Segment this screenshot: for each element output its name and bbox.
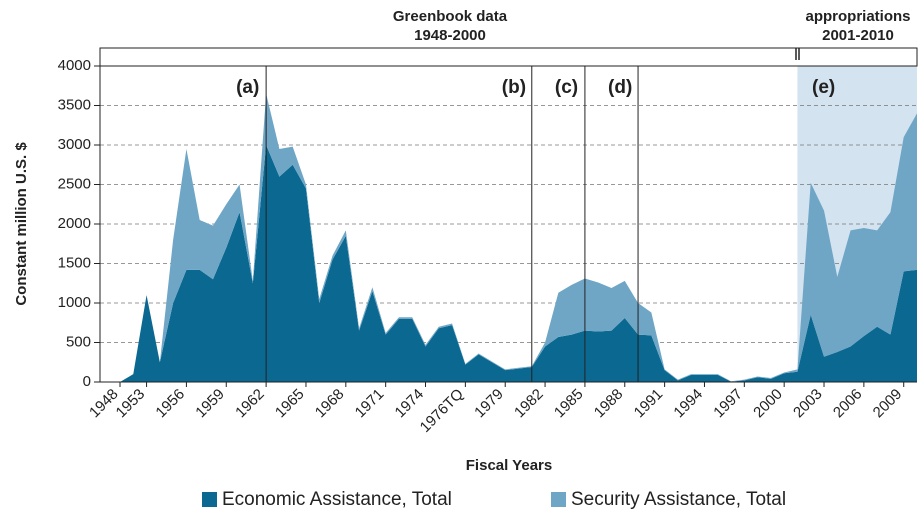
annotation-label: (c) <box>555 77 578 98</box>
x-tick-label: 2000 <box>750 386 786 422</box>
header-left: Greenbook data <box>393 8 508 25</box>
y-tick-label: 1000 <box>58 294 91 311</box>
y-axis-label: Constant million U.S. $ <box>13 142 30 306</box>
y-tick-label: 2000 <box>58 215 91 232</box>
legend-label: Security Assistance, Total <box>571 489 786 510</box>
header-left: 1948-2000 <box>414 27 486 44</box>
annotation-label: (b) <box>502 77 526 98</box>
legend-label: Economic Assistance, Total <box>222 489 452 510</box>
x-tick-label: 1991 <box>631 386 667 422</box>
y-tick-label: 500 <box>66 333 91 350</box>
x-tick-label: 1962 <box>232 386 268 422</box>
annotation-label: (a) <box>236 77 259 98</box>
x-tick-label: 2006 <box>830 386 866 422</box>
header-band <box>99 47 918 67</box>
x-tick-label: 1988 <box>591 386 627 422</box>
area <box>120 145 917 382</box>
x-tick-label: 1956 <box>152 386 188 422</box>
header-right: 2001-2010 <box>822 27 894 44</box>
y-tick-label: 1500 <box>58 254 91 271</box>
x-tick-label: 1982 <box>511 386 547 422</box>
x-tick-label: 1994 <box>670 386 706 422</box>
x-tick-label: 1985 <box>551 386 587 422</box>
x-tick-label: 1948 <box>86 386 122 422</box>
x-tick-label: 2003 <box>790 386 826 422</box>
y-tick-label: 4000 <box>58 57 91 74</box>
x-tick-label: 1997 <box>710 386 746 422</box>
x-tick-label: 1971 <box>352 386 388 422</box>
x-axis-label: Fiscal Years <box>466 457 552 474</box>
x-tick-label: 1959 <box>192 386 228 422</box>
annotation-label: (e) <box>812 77 835 98</box>
x-tick-label: 1979 <box>471 386 507 422</box>
x-tick-label: 1953 <box>113 386 149 422</box>
x-tick-label: 1965 <box>272 386 308 422</box>
y-tick-label: 0 <box>83 373 91 390</box>
y-tick-label: 3500 <box>58 96 91 113</box>
legend-swatch <box>202 492 217 507</box>
x-tick-label: 1968 <box>312 386 348 422</box>
x-tick-label: 1974 <box>392 386 428 422</box>
x-tick-label: 1976TQ <box>417 386 467 436</box>
header-right: appropriations <box>805 8 910 25</box>
legend-swatch <box>551 492 566 507</box>
y-tick-label: 3000 <box>58 136 91 153</box>
x-tick-label: 2009 <box>870 386 906 422</box>
annotation-label: (d) <box>608 77 632 98</box>
y-tick-label: 2500 <box>58 175 91 192</box>
